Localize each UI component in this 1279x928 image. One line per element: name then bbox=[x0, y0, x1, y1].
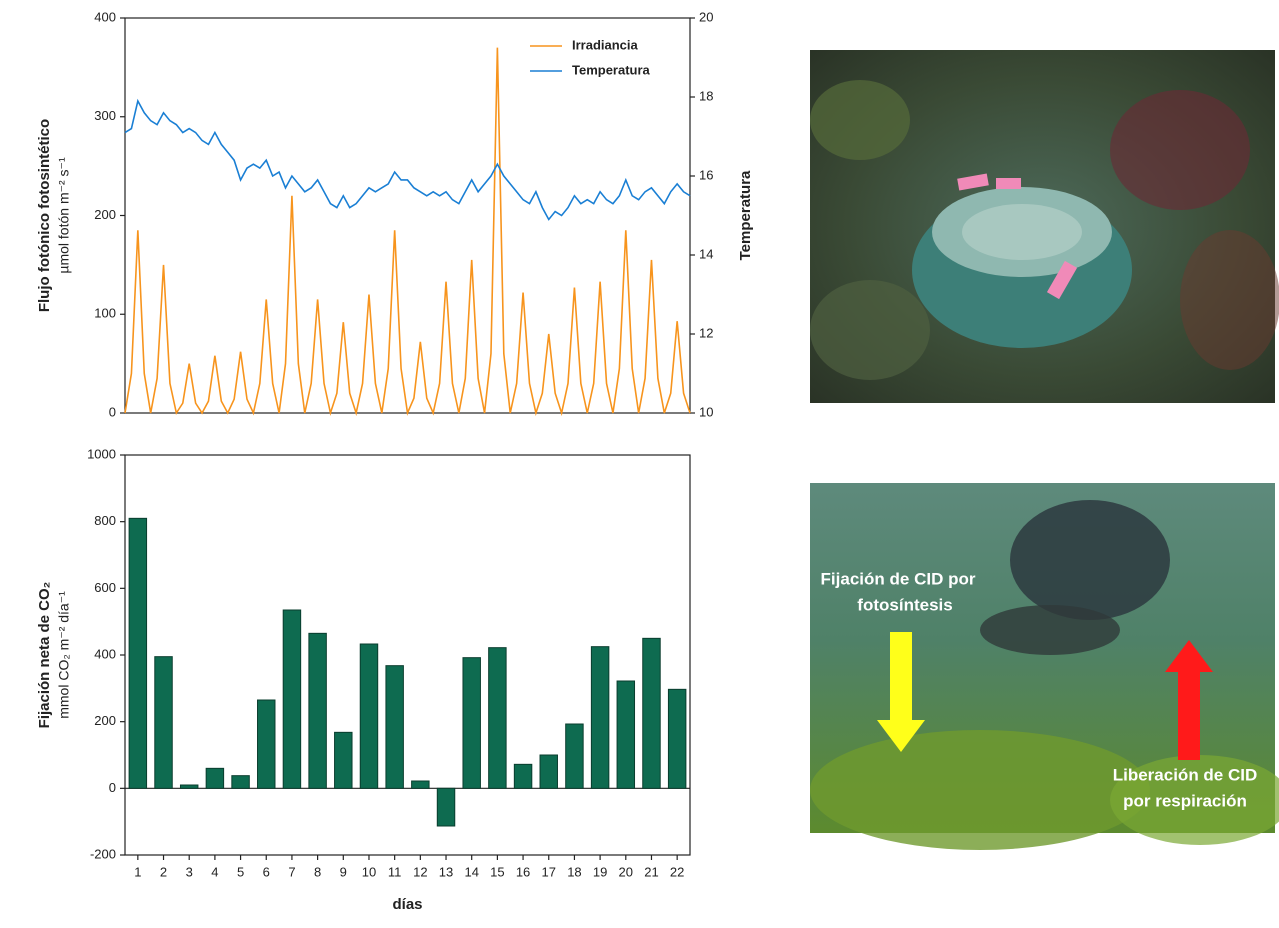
y-axis-units: mmol CO₂ m⁻² día⁻¹ bbox=[56, 591, 72, 719]
bar bbox=[359, 643, 379, 789]
y-tick-label: 0 bbox=[109, 404, 116, 419]
x-tick-label: 8 bbox=[314, 864, 321, 879]
y-tick-label: 400 bbox=[94, 9, 116, 24]
y-axis-label: Flujo fotónico fotosintético bbox=[36, 119, 53, 312]
y2-tick-label: 16 bbox=[699, 167, 713, 182]
y-tick-label: 600 bbox=[94, 580, 116, 595]
y-tick-label: 200 bbox=[94, 713, 116, 728]
data-line bbox=[124, 98, 691, 221]
x-tick-label: 9 bbox=[340, 864, 347, 879]
x-tick-label: 22 bbox=[670, 864, 684, 879]
y2-tick-label: 10 bbox=[699, 404, 713, 419]
x-tick-label: 16 bbox=[516, 864, 530, 879]
y2-tick-label: 12 bbox=[699, 325, 713, 340]
bar bbox=[205, 767, 225, 789]
y-tick-label: 1000 bbox=[87, 446, 116, 461]
photo-label: por respiración bbox=[1123, 791, 1247, 810]
bar bbox=[565, 723, 584, 789]
photo-diver: Fijación de CID por fotosíntesis Liberac… bbox=[810, 483, 1279, 850]
bar bbox=[616, 680, 636, 789]
photo-tire bbox=[810, 50, 1279, 403]
bar bbox=[179, 784, 199, 789]
y2-axis-label: Temperatura bbox=[737, 170, 754, 260]
x-tick-label: 4 bbox=[211, 864, 218, 879]
photo-label: Liberación de CID bbox=[1113, 765, 1258, 784]
x-tick-label: 18 bbox=[567, 864, 581, 879]
x-tick-label: 11 bbox=[388, 864, 402, 879]
bar bbox=[642, 637, 661, 789]
y2-tick-label: 20 bbox=[699, 9, 713, 24]
legend-label: Irradiancia bbox=[572, 37, 639, 52]
photo-label: fotosíntesis bbox=[857, 595, 952, 614]
x-tick-label: 10 bbox=[362, 864, 376, 879]
bar bbox=[334, 731, 353, 789]
x-tick-label: 14 bbox=[464, 864, 478, 879]
x-tick-label: 21 bbox=[644, 864, 658, 879]
data-line bbox=[124, 47, 691, 417]
y-tick-label: -200 bbox=[90, 846, 116, 861]
x-tick-label: 12 bbox=[413, 864, 427, 879]
bar bbox=[282, 609, 302, 789]
bar bbox=[590, 646, 610, 789]
bar bbox=[539, 754, 558, 789]
bar bbox=[462, 657, 481, 789]
x-tick-label: 6 bbox=[263, 864, 270, 879]
x-tick-label: 7 bbox=[288, 864, 295, 879]
legend-label: Temperatura bbox=[572, 62, 651, 77]
x-tick-label: 15 bbox=[490, 864, 504, 879]
x-tick-label: 17 bbox=[542, 864, 556, 879]
x-tick-label: 3 bbox=[186, 864, 193, 879]
y2-tick-label: 18 bbox=[699, 88, 713, 103]
y-tick-label: 0 bbox=[109, 780, 116, 795]
y-tick-label: 800 bbox=[94, 513, 116, 528]
bar bbox=[385, 665, 404, 789]
bar bbox=[411, 780, 430, 789]
y2-tick-label: 14 bbox=[699, 246, 713, 261]
x-tick-label: 2 bbox=[160, 864, 167, 879]
x-tick-label: 19 bbox=[593, 864, 607, 879]
bar bbox=[257, 699, 276, 789]
y-tick-label: 300 bbox=[94, 108, 116, 123]
y-axis-units: µmol fotón m⁻² s⁻¹ bbox=[56, 157, 72, 274]
x-axis-label: días bbox=[392, 896, 422, 913]
x-tick-label: 20 bbox=[619, 864, 633, 879]
y-tick-label: 200 bbox=[94, 207, 116, 222]
plot-frame bbox=[124, 454, 691, 856]
bar bbox=[231, 775, 250, 789]
y-tick-label: 400 bbox=[94, 646, 116, 661]
y-tick-label: 100 bbox=[94, 306, 116, 321]
bar bbox=[308, 632, 327, 789]
bar bbox=[667, 688, 687, 789]
photo-label: Fijación de CID por bbox=[821, 569, 976, 588]
bar bbox=[488, 647, 507, 789]
x-tick-label: 5 bbox=[237, 864, 244, 879]
x-tick-label: 13 bbox=[439, 864, 453, 879]
bar bbox=[513, 763, 533, 789]
bar bbox=[128, 517, 148, 789]
bar bbox=[154, 656, 173, 789]
y-axis-label: Fijación neta de CO₂ bbox=[36, 582, 53, 729]
x-tick-label: 1 bbox=[134, 864, 141, 879]
bar bbox=[436, 787, 456, 827]
